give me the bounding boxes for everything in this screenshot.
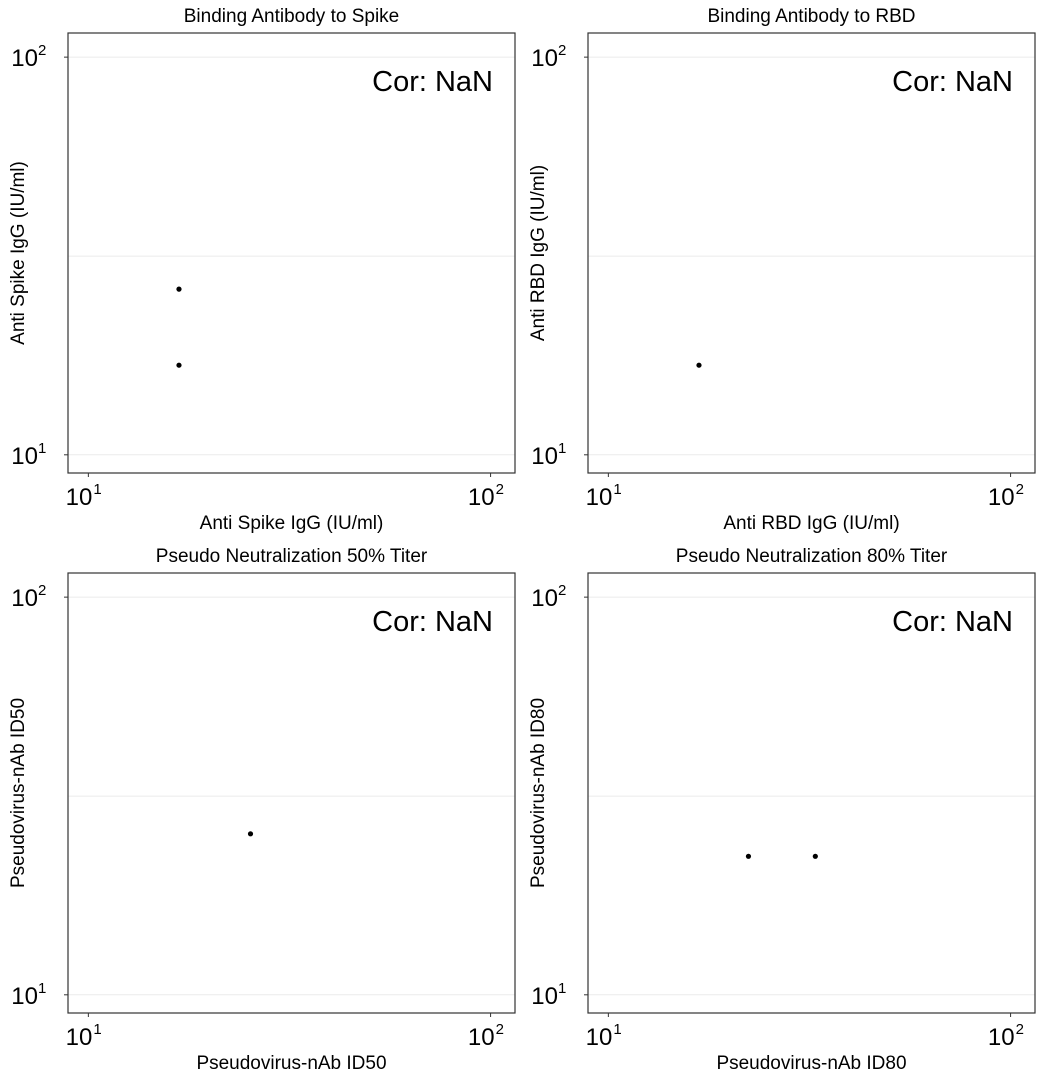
y-tick-label: 10 [11,585,38,612]
y-tick-label: 10 [531,585,558,612]
plot-border [587,32,1036,474]
x-axis-label: Pseudovirus-nAb ID50 [196,1053,386,1074]
y-axis-label: Pseudovirus-nAb ID80 [528,698,549,888]
y-tick-label: 10 [11,45,38,72]
x-tick-label: 10 [66,484,93,511]
x-tick-exponent: 1 [93,481,101,498]
y-tick-label: 10 [11,443,38,470]
x-tick-exponent: 1 [613,481,621,498]
y-tick-exponent: 1 [558,980,566,997]
x-tick-label: 10 [988,484,1015,511]
data-point [176,362,182,368]
x-tick-label: 10 [468,484,495,511]
x-tick-label: 10 [66,1024,93,1051]
plot-border [587,572,1036,1014]
y-tick-exponent: 1 [38,440,46,457]
y-tick-label: 10 [531,443,558,470]
chart-title: Binding Antibody to RBD [707,6,915,27]
x-tick-exponent: 1 [93,1021,101,1038]
plot-border [67,572,516,1014]
y-tick-exponent: 1 [558,440,566,457]
panel-id50: Pseudo Neutralization 50% Titer 10 1 10 2 10 1… [0,540,520,1080]
x-tick-label: 10 [586,484,613,511]
correlation-annotation: Cor: NaN [892,606,1013,638]
x-tick-label: 10 [988,1024,1015,1051]
x-axis-label: Anti RBD IgG (IU/ml) [723,513,899,534]
y-tick-label: 10 [531,45,558,72]
panel-spike: Binding Antibody to Spike 10 1 10 2 10 1 10 2 Ant… [0,0,520,540]
correlation-annotation: Cor: NaN [372,606,493,638]
x-axis-label: Anti Spike IgG (IU/ml) [200,513,384,534]
data-point [745,853,752,859]
y-tick-label: 10 [11,983,38,1010]
x-tick-exponent: 2 [1016,481,1024,498]
chart-title: Pseudo Neutralization 50% Titer [156,546,428,567]
plot-border [67,32,516,474]
x-tick-label: 10 [468,1024,495,1051]
y-tick-exponent: 1 [38,980,46,997]
correlation-annotation: Cor: NaN [372,66,493,98]
y-tick-label: 10 [531,983,558,1010]
y-axis-label: Pseudovirus-nAb ID50 [8,698,29,888]
x-axis-label: Pseudovirus-nAb ID80 [716,1053,906,1074]
y-tick-exponent: 2 [38,582,46,599]
correlation-annotation: Cor: NaN [892,66,1013,98]
x-tick-exponent: 2 [496,481,504,498]
x-tick-label: 10 [586,1024,613,1051]
y-tick-exponent: 2 [558,582,566,599]
x-tick-exponent: 1 [613,1021,621,1038]
data-point [696,362,702,368]
chart-title: Pseudo Neutralization 80% Titer [676,546,948,567]
y-axis-label: Anti RBD IgG (IU/ml) [528,165,549,341]
x-tick-exponent: 2 [496,1021,504,1038]
panel-id80: Pseudo Neutralization 80% Titer 10 1 10 2 10 1… [520,540,1040,1080]
chart-title: Binding Antibody to Spike [184,6,400,27]
y-tick-exponent: 2 [558,42,566,59]
y-tick-exponent: 2 [38,42,46,59]
data-point [176,286,182,292]
y-axis-label: Anti Spike IgG (IU/ml) [8,161,29,345]
data-point [247,831,254,837]
panel-rbd: Binding Antibody to RBD 10 1 10 2 10 1 10 2 Anti … [520,0,1040,540]
data-point [812,853,818,859]
x-tick-exponent: 2 [1016,1021,1024,1038]
